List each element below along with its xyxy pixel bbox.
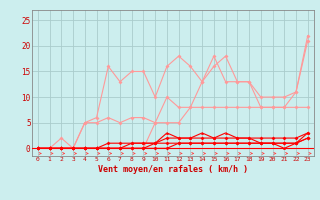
X-axis label: Vent moyen/en rafales ( km/h ): Vent moyen/en rafales ( km/h ) (98, 165, 248, 174)
